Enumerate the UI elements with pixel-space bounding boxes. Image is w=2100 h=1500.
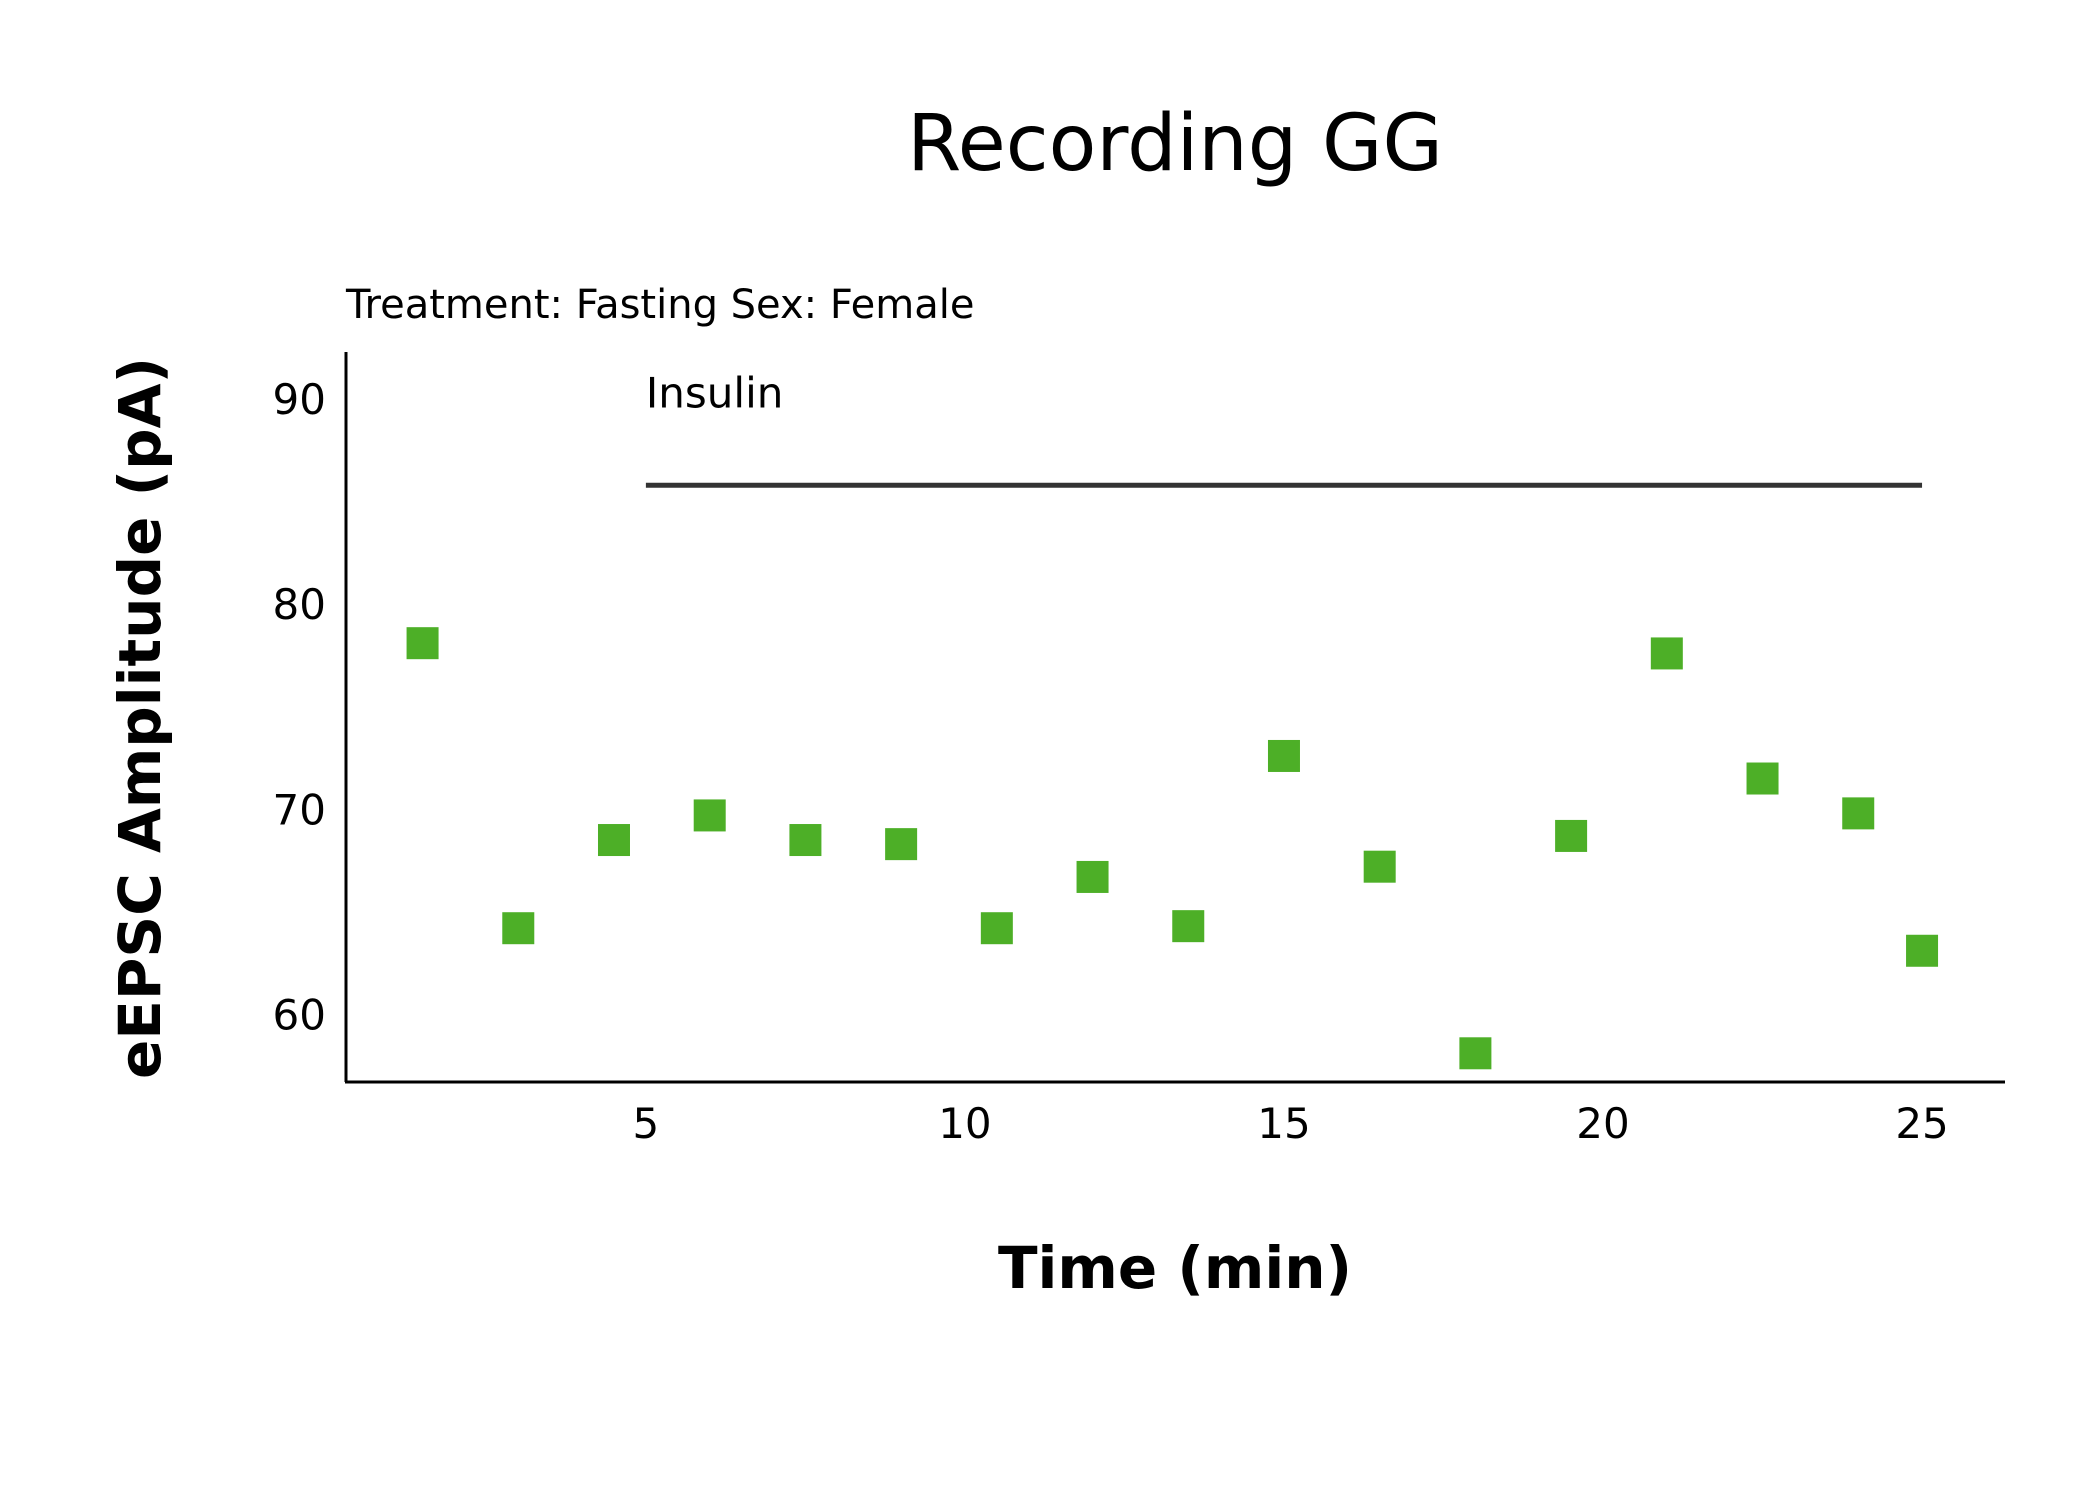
y-axis-label: eEPSC Amplitude (pA) (106, 357, 174, 1079)
annotations: Insulin (645, 368, 1923, 488)
y-tick-label: 90 (273, 375, 326, 424)
data-point (693, 799, 726, 832)
data-point (597, 824, 630, 857)
axes (344, 352, 2005, 1084)
data-point (1076, 860, 1109, 893)
data-point (1842, 797, 1875, 830)
data-point (789, 824, 822, 857)
data-point (1746, 762, 1779, 795)
y-tick-label: 60 (273, 990, 326, 1039)
data-point (1172, 910, 1205, 943)
data-point (1363, 850, 1396, 883)
x-tick-labels: 5 10 15 20 25 (633, 1099, 1949, 1148)
y-tick-label: 70 (273, 785, 326, 834)
chart-title: Recording GG (907, 99, 1443, 189)
data-point (1459, 1037, 1492, 1070)
y-tick-label: 80 (273, 580, 326, 629)
x-tick-label: 20 (1576, 1099, 1629, 1148)
data-point (1906, 934, 1939, 967)
chart-subtitle: Treatment: Fasting Sex: Female (345, 282, 974, 328)
data-point (1650, 637, 1683, 670)
x-tick-label: 5 (633, 1099, 660, 1148)
x-tick-label: 15 (1257, 1099, 1310, 1148)
data-point (502, 912, 535, 945)
x-tick-label: 25 (1895, 1099, 1948, 1148)
y-tick-labels: 60 70 80 90 (273, 375, 326, 1039)
data-point (1267, 739, 1300, 772)
data-point (406, 627, 439, 660)
x-axis-label: Time (min) (998, 1234, 1352, 1302)
data-point (1555, 819, 1588, 852)
data-points (406, 627, 1939, 1070)
insulin-label: Insulin (646, 368, 783, 417)
data-point (980, 912, 1013, 945)
x-tick-label: 10 (938, 1099, 991, 1148)
data-point (885, 828, 918, 861)
